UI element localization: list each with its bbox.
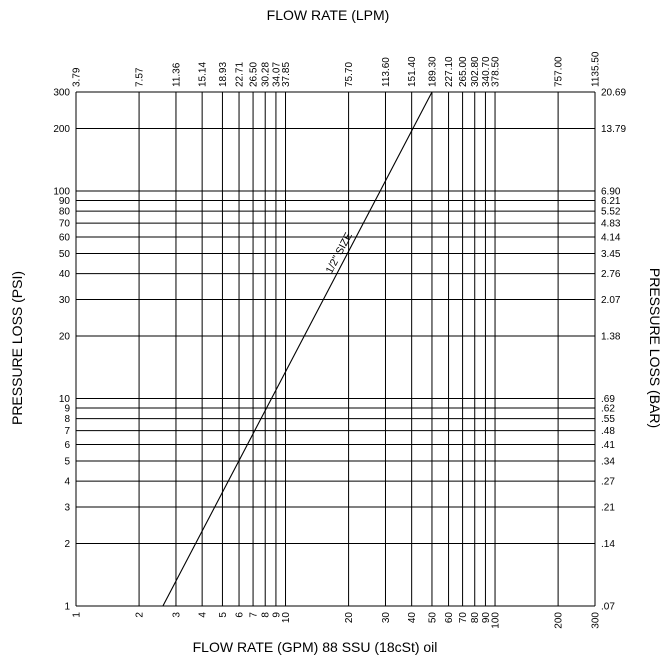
x-tick-label: 9 <box>271 612 282 618</box>
y-tick-label-bar: 4.83 <box>601 219 621 230</box>
x-tick-label: 4 <box>198 612 209 618</box>
x-tick-label: 30 <box>381 612 392 624</box>
x-tick-label: 8 <box>261 612 272 618</box>
x-tick-label: 100 <box>491 612 502 629</box>
x-top-tick-label: 15.14 <box>198 62 209 87</box>
y-tick-label-bar: .62 <box>601 403 615 414</box>
x-top-tick-label: 302.80 <box>470 56 481 87</box>
y-tick-label: 9 <box>64 403 70 414</box>
x-top-tick-label: 75.70 <box>344 62 355 87</box>
x-top-tick-label: 378.50 <box>491 56 502 87</box>
x-top-tick-label: 37.85 <box>281 62 292 87</box>
y-tick-label-bar: .07 <box>601 602 615 613</box>
chart-title-top: FLOW RATE (LPM) <box>267 7 390 23</box>
x-top-tick-label: 151.40 <box>407 56 418 87</box>
grid-lines <box>75 91 596 607</box>
y-tick-label-bar: 2.76 <box>601 269 621 280</box>
y-tick-label: 7 <box>64 426 70 437</box>
x-top-tick-label: 1135.50 <box>591 51 602 87</box>
x-tick-label: 7 <box>249 612 260 618</box>
y-tick-label: 80 <box>59 207 71 218</box>
series-line <box>162 91 433 607</box>
y-tick-label: 200 <box>53 124 70 135</box>
x-top-tick-label: 7.57 <box>135 67 146 87</box>
y-tick-label-bar: 4.14 <box>601 233 621 244</box>
y-axis-title-left: PRESSURE LOSS (PSI) <box>9 271 25 425</box>
x-top-tick-label: 11.36 <box>171 62 182 87</box>
y-tick-label-bar: .27 <box>601 477 615 488</box>
series-layer: 1/2" SIZE <box>162 91 433 607</box>
y-tick-label: 8 <box>64 414 70 425</box>
x-top-tick-label: 265.00 <box>458 56 469 87</box>
y-tick-label: 3 <box>64 502 70 513</box>
y-tick-label-bar: .69 <box>601 394 615 405</box>
x-tick-label: 5 <box>218 612 229 618</box>
x-tick-label: 80 <box>470 612 481 624</box>
x-tick-label: 40 <box>407 612 418 624</box>
y-tick-label: 30 <box>59 295 71 306</box>
x-top-tick-label: 22.71 <box>235 62 246 87</box>
y-tick-label: 60 <box>59 233 71 244</box>
y-tick-label-bar: 3.45 <box>601 249 621 260</box>
x-top-tick-label: 30.28 <box>261 62 272 87</box>
x-top-tick-label: 189.30 <box>427 56 438 87</box>
x-tick-label: 60 <box>444 612 455 624</box>
y-tick-label: 1 <box>64 602 70 613</box>
y-tick-label-bar: 6.21 <box>601 196 621 207</box>
y-tick-label: 70 <box>59 219 71 230</box>
y-tick-label-bar: .21 <box>601 502 615 513</box>
x-tick-label: 10 <box>281 612 292 624</box>
y-tick-label: 90 <box>59 196 71 207</box>
y-axis-title-right: PRESSURE LOSS (BAR) <box>647 268 663 428</box>
x-top-tick-label: 757.00 <box>554 56 565 87</box>
x-top-tick-label: 113.60 <box>381 57 392 87</box>
y-tick-label: 4 <box>64 477 70 488</box>
x-tick-label: 90 <box>481 612 492 624</box>
x-tick-label: 70 <box>458 612 469 624</box>
y-tick-label-bar: 1.38 <box>601 332 621 343</box>
y-tick-label: 100 <box>53 187 70 198</box>
y-tick-label-bar: 13.79 <box>601 124 626 135</box>
x-tick-label: 1 <box>72 612 83 618</box>
y-tick-label: 2 <box>64 539 70 550</box>
x-top-tick-label: 34.07 <box>271 62 282 87</box>
y-tick-label: 300 <box>53 88 70 99</box>
y-tick-label-bar: .41 <box>601 440 615 451</box>
y-tick-label: 6 <box>64 440 70 451</box>
x-tick-label: 2 <box>135 612 146 618</box>
x-tick-label: 20 <box>344 612 355 624</box>
x-top-tick-label: 18.93 <box>218 62 229 87</box>
x-tick-label: 50 <box>427 612 438 624</box>
y-tick-label-bar: 5.52 <box>601 207 621 218</box>
x-top-tick-label: 3.79 <box>72 67 83 87</box>
y-tick-label: 5 <box>64 456 70 467</box>
y-tick-label: 20 <box>59 332 71 343</box>
x-top-tick-label: 26.50 <box>249 62 260 87</box>
y-tick-label-bar: 6.90 <box>601 187 621 198</box>
x-tick-label: 3 <box>171 612 182 618</box>
x-tick-label: 300 <box>591 612 602 629</box>
x-tick-label: 6 <box>235 612 246 618</box>
y-tick-label: 50 <box>59 249 71 260</box>
y-tick-label: 10 <box>59 394 71 405</box>
y-tick-label-bar: 20.69 <box>601 88 626 99</box>
x-top-tick-label: 227.10 <box>444 56 455 87</box>
x-axis-title: FLOW RATE (GPM) 88 SSU (18cSt) oil <box>193 639 438 655</box>
y-tick-label: 40 <box>59 269 71 280</box>
x-tick-label: 200 <box>554 612 565 629</box>
y-tick-label-bar: .55 <box>601 414 615 425</box>
y-tick-label-bar: .48 <box>601 426 615 437</box>
x-top-tick-label: 340.70 <box>481 56 492 87</box>
y-tick-label-bar: 2.07 <box>601 295 621 306</box>
y-tick-label-bar: .34 <box>601 456 615 467</box>
y-tick-label-bar: .14 <box>601 539 615 550</box>
